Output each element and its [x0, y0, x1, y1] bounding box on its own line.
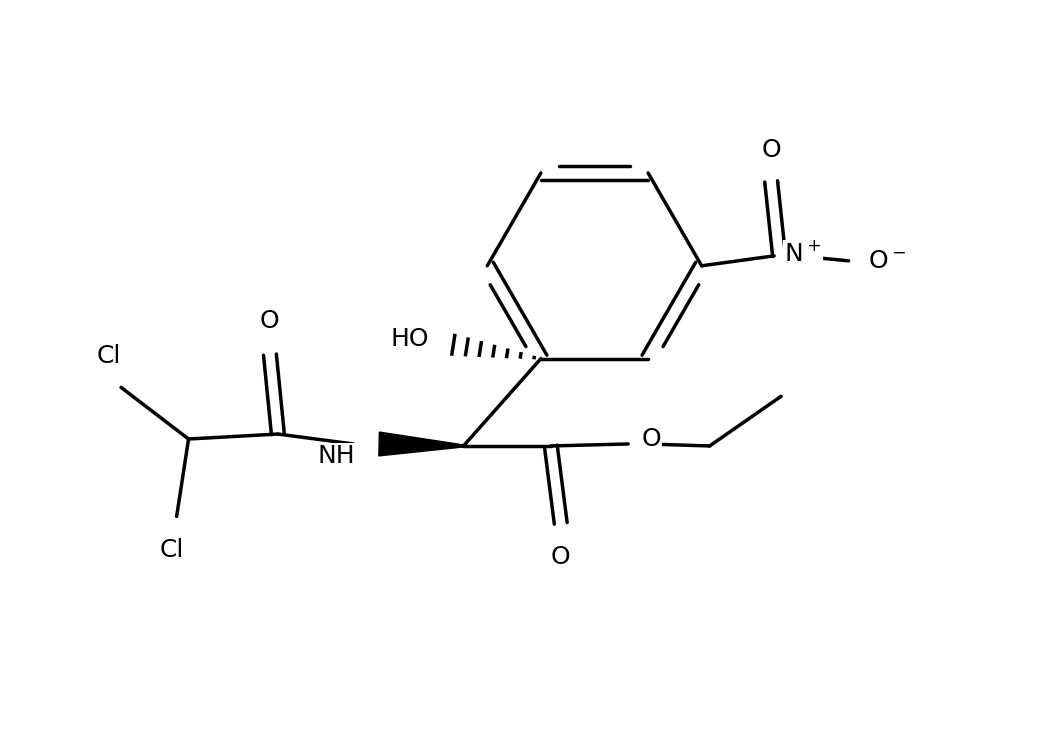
Text: Cl: Cl	[160, 538, 184, 562]
Text: NH: NH	[318, 444, 356, 468]
Text: O: O	[551, 545, 570, 569]
Text: O: O	[260, 309, 280, 333]
Text: O$^-$: O$^-$	[868, 249, 907, 273]
Text: Cl: Cl	[97, 343, 121, 368]
Text: O: O	[641, 427, 661, 451]
Polygon shape	[379, 432, 464, 456]
Text: O: O	[762, 138, 781, 161]
Text: N$^+$: N$^+$	[784, 241, 822, 266]
Text: HO: HO	[390, 327, 429, 351]
